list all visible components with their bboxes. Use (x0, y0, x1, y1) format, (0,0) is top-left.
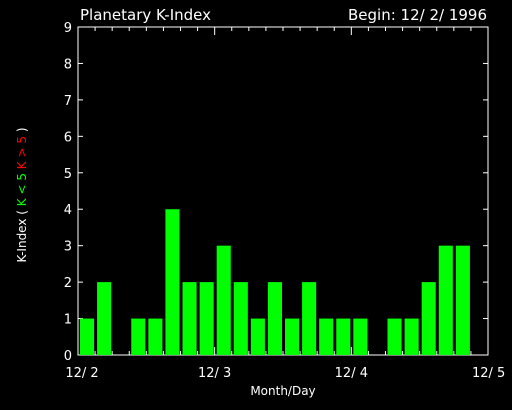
chart-subtitle: Begin: 12/ 2/ 1996 (348, 6, 487, 24)
bar (182, 282, 197, 355)
x-axis-label: Month/Day (250, 384, 315, 398)
y-tick-label: 8 (64, 57, 72, 72)
bar (319, 318, 334, 355)
bar (421, 282, 436, 355)
bar (131, 318, 146, 355)
bar (199, 282, 214, 355)
bar-series (80, 209, 470, 355)
bar (148, 318, 163, 355)
bar (250, 318, 265, 355)
bar (455, 245, 470, 355)
bar (285, 318, 300, 355)
y-axis: 0 1 2 3 4 5 6 7 8 9 (64, 21, 488, 364)
bar (404, 318, 419, 355)
y-tick-label: 1 (64, 313, 72, 328)
y-label-red: K > 5 (15, 136, 29, 169)
y-label-main: K-Index (15, 219, 29, 263)
bar (267, 282, 282, 355)
bar (233, 282, 248, 355)
x-tick-label: 12/ 2 (65, 366, 98, 381)
x-axis: 12/ 2 12/ 3 12/ 4 12/ 5 (65, 27, 505, 381)
y-label-close-paren: ) (15, 127, 29, 132)
y-tick-label: 5 (64, 167, 72, 182)
x-tick-label: 12/ 5 (472, 366, 505, 381)
bar (216, 245, 231, 355)
bar (302, 282, 317, 355)
bar (97, 282, 112, 355)
y-label-green: K < 5 (15, 173, 29, 206)
y-tick-label: 0 (64, 349, 72, 364)
bar (353, 318, 368, 355)
y-tick-label: 7 (64, 94, 72, 109)
y-tick-label: 2 (64, 276, 72, 291)
bar (438, 245, 453, 355)
x-tick-label: 12/ 4 (335, 366, 368, 381)
bar (336, 318, 351, 355)
x-tick-label: 12/ 3 (198, 366, 231, 381)
svg-text:K-Index ( K < 5 K > 5 ): K-Index ( K < 5 K > 5 ) (15, 127, 29, 262)
y-tick-label: 4 (64, 203, 72, 218)
y-tick-label: 3 (64, 240, 72, 255)
y-label-open-paren: ( (15, 210, 29, 215)
y-tick-label: 9 (64, 21, 72, 36)
bar (165, 209, 180, 355)
bar (387, 318, 402, 355)
y-tick-label: 6 (64, 130, 72, 145)
chart-title: Planetary K-Index (80, 6, 211, 24)
bar (80, 318, 95, 355)
y-axis-label: K-Index ( K < 5 K > 5 ) (15, 127, 29, 262)
